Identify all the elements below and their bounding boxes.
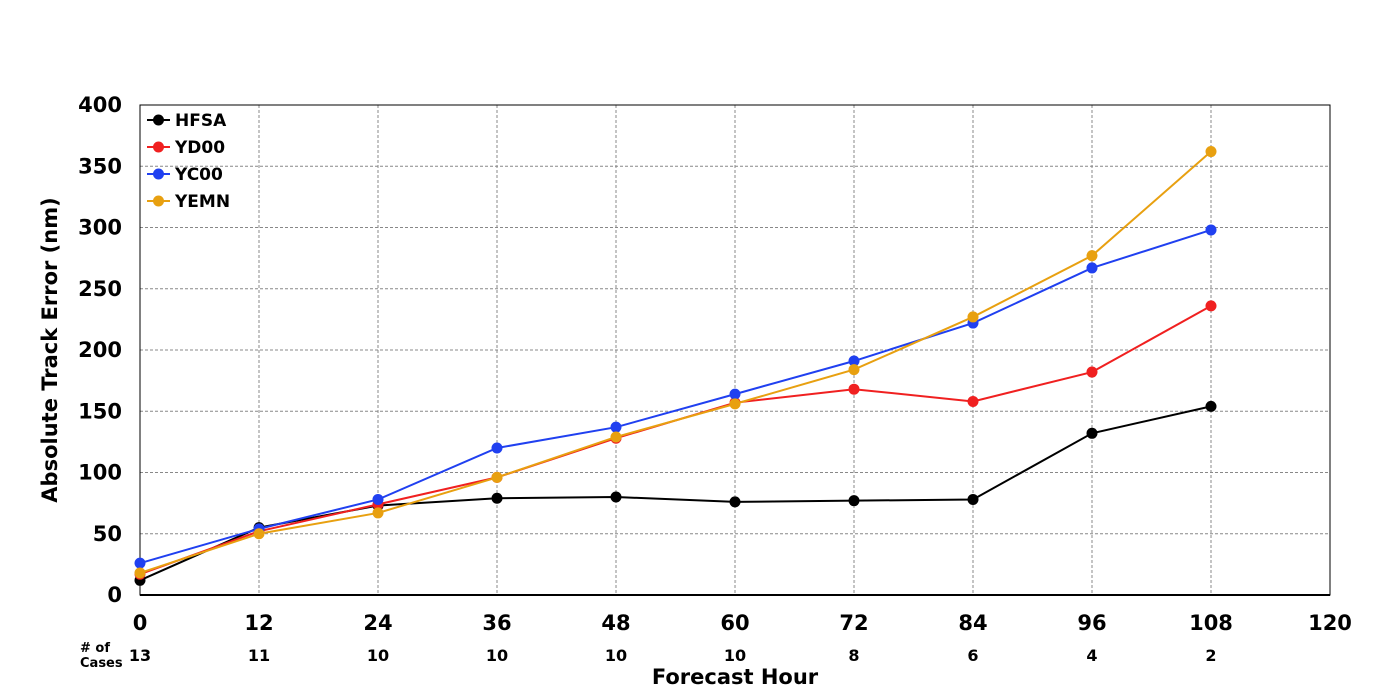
data-point [610,421,622,433]
x-tick-label: 120 [1308,611,1352,635]
y-axis-title: Absolute Track Error (nm) [38,197,62,502]
cases-count-label: 10 [605,646,627,665]
cases-row-label: # of [80,641,110,656]
series-line [139,405,1212,582]
series-line [139,228,1212,565]
legend-label: YD00 [174,138,225,158]
data-point [729,496,741,508]
legend-item-yc00: YC00 [147,165,223,185]
data-point [134,567,146,579]
x-axis-title: Forecast Hour [652,665,819,689]
legend-item-yd00: YD00 [147,138,225,158]
x-tick-labels: 0 12 24 36 48 60 72 84 96 108 120 [133,611,1352,635]
cases-count-label: 2 [1205,646,1216,665]
y-tick-label: 0 [107,583,122,607]
data-point [848,495,860,507]
y-tick-label: 350 [78,154,122,178]
data-point [967,493,979,505]
y-tick-label: 200 [78,338,122,362]
cases-row-label: Cases [80,656,123,671]
cases-count-label: 8 [848,646,859,665]
cases-count-label: 11 [248,646,270,665]
y-tick-label: 250 [78,277,122,301]
data-point [372,493,384,505]
data-point [491,492,503,504]
legend-marker [153,141,164,153]
legend-item-yemn: YEMN [147,192,230,212]
x-tick-label: 84 [958,611,987,635]
cases-count-label: 10 [724,646,746,665]
data-point [1086,366,1098,378]
x-tick-label: 0 [133,611,148,635]
x-tick-label: 72 [839,611,868,635]
legend-item-hfsa: HFSA [147,111,227,131]
x-tick-label: 60 [720,611,749,635]
series-yd00 [134,300,1217,580]
y-tick-label: 150 [78,399,122,423]
y-tick-label: 100 [78,461,122,485]
data-point [134,557,146,569]
data-point [1205,224,1217,236]
legend-marker [153,195,164,207]
data-point [1205,400,1217,412]
data-point [610,491,622,503]
x-tick-label: 96 [1077,611,1106,635]
x-tick-label: 36 [482,611,511,635]
y-tick-label: 300 [78,216,122,240]
data-point [967,311,979,323]
cases-count-label: 4 [1086,646,1097,665]
data-point [1086,427,1098,439]
legend-marker [153,168,164,180]
cases-count-label: 13 [129,646,151,665]
cases-count-label: 6 [967,646,978,665]
grid-lines [140,105,1330,595]
legend-label: HFSA [175,111,227,131]
data-point [372,507,384,519]
legend-label: YEMN [174,192,230,212]
data-point [1205,300,1217,312]
series-line [139,150,1212,574]
series-hfsa [134,400,1217,586]
y-tick-labels: 0 50 100 150 200 250 300 350 400 [78,93,122,607]
series-yemn [134,146,1217,579]
data-point [848,383,860,395]
x-tick-label: 108 [1189,611,1233,635]
y-tick-label: 50 [93,522,122,546]
data-point [1086,250,1098,262]
data-point [491,471,503,483]
legend-label: YC00 [174,165,223,185]
cases-count-label: 10 [367,646,389,665]
series-yc00 [134,224,1217,569]
data-point [1086,262,1098,274]
x-tick-label: 12 [244,611,273,635]
data-point [491,442,503,454]
series-layer [134,146,1217,586]
x-tick-label: 24 [363,611,392,635]
data-point [253,528,265,540]
y-tick-label: 400 [78,93,122,117]
data-point [967,395,979,407]
data-point [729,388,741,400]
data-point [848,355,860,367]
data-point [610,431,622,443]
x-tick-label: 48 [601,611,630,635]
data-point [1205,146,1217,158]
data-point [729,398,741,410]
cases-count-label: 10 [486,646,508,665]
data-point [848,364,860,376]
legend: HFSA YD00 YC00 YEMN [147,111,230,212]
legend-marker [153,114,164,126]
